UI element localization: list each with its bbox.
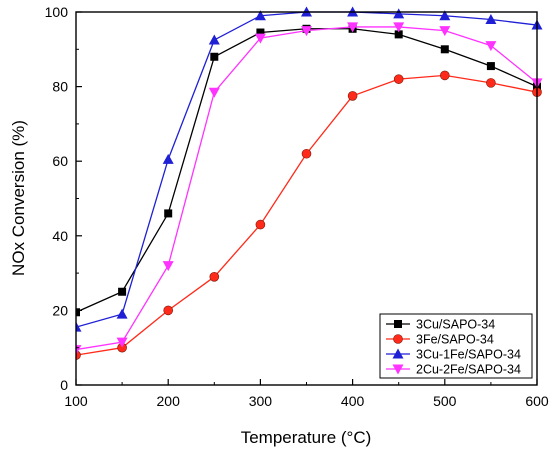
y-tick-label: 40 bbox=[52, 228, 68, 244]
series-2-point bbox=[347, 91, 358, 101]
series-2-point bbox=[439, 70, 450, 81]
y-tick-label: 0 bbox=[60, 377, 68, 393]
y-axis-title: NOx Conversion (%) bbox=[9, 120, 28, 276]
x-tick-label: 100 bbox=[64, 393, 88, 409]
series-2-line bbox=[76, 74, 538, 356]
legend-swatch-marker bbox=[393, 334, 403, 344]
series-2-point bbox=[301, 148, 312, 159]
legend-entry: 2Cu-2Fe/SAPO-34 bbox=[386, 363, 521, 377]
series-3-point bbox=[208, 34, 220, 45]
legend-label: 3Cu-1Fe/SAPO-34 bbox=[416, 348, 521, 362]
series-1-point bbox=[118, 287, 127, 296]
legend-label: 3Fe/SAPO-34 bbox=[416, 333, 494, 347]
legend-swatch-marker bbox=[394, 320, 402, 328]
legend-swatch-marker bbox=[392, 348, 404, 359]
series-4-point bbox=[116, 337, 128, 348]
series-3-point bbox=[439, 10, 451, 21]
series-4-point bbox=[347, 22, 359, 33]
series-2-point bbox=[209, 272, 220, 282]
series-3-point bbox=[116, 308, 128, 319]
legend-box bbox=[379, 313, 533, 379]
series-1-point bbox=[256, 28, 265, 37]
x-tick-label: 600 bbox=[525, 393, 549, 409]
legend-entry: 3Cu/SAPO-34 bbox=[386, 318, 495, 332]
y-tick-label: 20 bbox=[52, 302, 68, 318]
series-2-point bbox=[163, 305, 173, 316]
series-4-point bbox=[393, 22, 405, 33]
legend-label: 2Cu-2Fe/SAPO-34 bbox=[416, 363, 521, 377]
series-1-point bbox=[164, 209, 173, 218]
series-1-line bbox=[76, 28, 538, 313]
series-3-point bbox=[162, 153, 174, 164]
series-4-point bbox=[162, 261, 174, 272]
series-1-point bbox=[486, 62, 495, 71]
y-tick-label: 100 bbox=[45, 4, 69, 20]
series-1-point bbox=[440, 45, 449, 54]
series-2-point bbox=[393, 74, 404, 84]
series-4-point bbox=[439, 26, 451, 37]
y-tick-label: 60 bbox=[52, 153, 68, 169]
series-4-point bbox=[208, 87, 220, 98]
x-tick-label: 300 bbox=[249, 393, 273, 409]
x-axis-title: Temperature (°C) bbox=[241, 428, 372, 447]
legend-entry: 3Cu-1Fe/SAPO-34 bbox=[386, 348, 521, 362]
series-4-point bbox=[301, 26, 312, 37]
legend-label: 3Cu/SAPO-34 bbox=[416, 318, 495, 332]
legend-swatch-marker bbox=[392, 364, 404, 375]
series-1-point bbox=[394, 30, 403, 39]
series-3-point bbox=[76, 321, 82, 332]
y-tick-label: 80 bbox=[52, 79, 68, 95]
x-tick-label: 400 bbox=[341, 393, 365, 409]
series-3-point bbox=[485, 13, 497, 24]
series-1-point bbox=[210, 52, 219, 61]
x-tick-label: 500 bbox=[433, 393, 457, 409]
series-4-line bbox=[76, 26, 538, 351]
series-3-point bbox=[393, 8, 405, 19]
series-2-point bbox=[486, 78, 496, 88]
series-3-line bbox=[76, 11, 538, 328]
x-tick-label: 200 bbox=[157, 393, 181, 409]
series-2-point bbox=[255, 219, 266, 230]
legend-entry: 3Fe/SAPO-34 bbox=[386, 333, 494, 347]
series-4-point bbox=[254, 33, 266, 44]
series-3-point bbox=[254, 10, 266, 21]
series-1-point bbox=[76, 308, 80, 317]
series-4-point bbox=[485, 41, 497, 52]
